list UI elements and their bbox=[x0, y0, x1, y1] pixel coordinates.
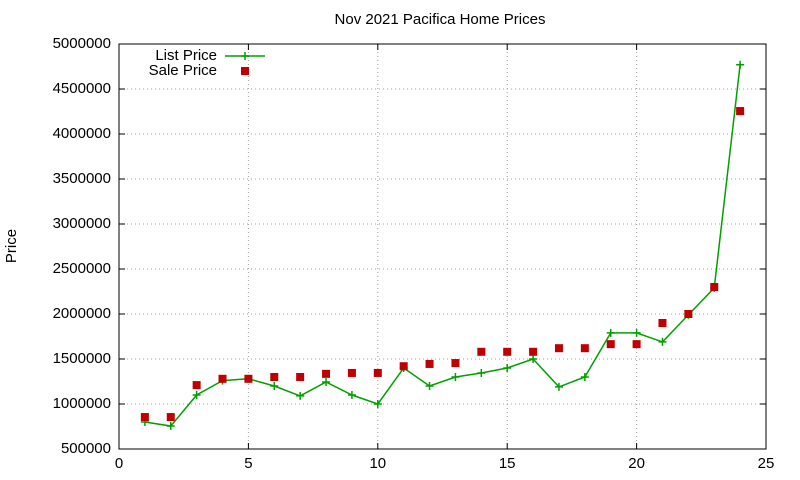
data-point bbox=[140, 413, 149, 422]
y-tick-label: 4500000 bbox=[53, 80, 111, 97]
data-point bbox=[166, 422, 175, 431]
data-point bbox=[296, 391, 305, 400]
data-point bbox=[296, 373, 305, 381]
data-point bbox=[477, 347, 486, 356]
data-point bbox=[554, 344, 563, 353]
x-tick-label: 0 bbox=[115, 455, 123, 472]
data-point bbox=[632, 328, 641, 337]
data-point bbox=[503, 364, 512, 372]
legend-label: List Price bbox=[155, 47, 217, 64]
data-point bbox=[451, 373, 460, 381]
series-line bbox=[144, 64, 741, 427]
x-tick-label: 10 bbox=[369, 455, 386, 472]
data-point bbox=[218, 374, 227, 383]
data-point bbox=[347, 368, 356, 377]
y-tick-label: 2000000 bbox=[53, 305, 111, 322]
data-point bbox=[684, 310, 693, 318]
y-tick-label: 3500000 bbox=[53, 170, 111, 187]
data-point bbox=[606, 328, 615, 337]
data-point bbox=[503, 347, 512, 356]
legend-label: Sale Price bbox=[149, 62, 217, 79]
data-point bbox=[322, 377, 331, 386]
data-point bbox=[244, 374, 253, 383]
y-tick-label: 1000000 bbox=[53, 395, 111, 412]
data-point bbox=[658, 319, 667, 327]
legend-marker bbox=[241, 52, 249, 60]
y-tick-label: 500000 bbox=[61, 440, 111, 457]
y-tick-label: 2500000 bbox=[53, 260, 111, 277]
data-point bbox=[192, 381, 201, 390]
data-point bbox=[529, 355, 538, 363]
data-point bbox=[451, 359, 460, 368]
data-point bbox=[270, 382, 279, 390]
data-point bbox=[736, 60, 745, 69]
data-point bbox=[425, 359, 434, 368]
data-point bbox=[192, 391, 201, 399]
data-point bbox=[270, 373, 279, 381]
x-tick-label: 5 bbox=[244, 455, 252, 472]
data-point bbox=[373, 368, 382, 377]
data-point bbox=[477, 368, 486, 377]
y-tick-label: 3000000 bbox=[53, 215, 111, 232]
data-point bbox=[736, 107, 745, 116]
data-point bbox=[554, 382, 563, 391]
data-point bbox=[632, 340, 641, 349]
data-point bbox=[580, 344, 589, 353]
x-tick-label: 15 bbox=[499, 455, 516, 472]
data-point bbox=[580, 373, 589, 381]
data-point bbox=[425, 382, 434, 390]
data-point bbox=[322, 369, 331, 378]
x-tick-label: 20 bbox=[628, 455, 645, 472]
data-point bbox=[658, 337, 667, 346]
y-tick-label: 4000000 bbox=[53, 125, 111, 142]
legend-marker bbox=[241, 67, 249, 75]
x-tick-label: 25 bbox=[758, 455, 775, 472]
data-point bbox=[529, 347, 538, 356]
plot-border bbox=[118, 43, 767, 450]
data-point bbox=[710, 283, 719, 291]
data-point bbox=[166, 413, 175, 422]
data-point bbox=[606, 340, 615, 349]
y-tick-label: 1500000 bbox=[53, 350, 111, 367]
y-tick-label: 5000000 bbox=[53, 35, 111, 52]
data-point bbox=[373, 400, 382, 408]
y-axis-label: Price bbox=[3, 229, 20, 263]
data-point bbox=[399, 362, 408, 371]
data-point bbox=[347, 391, 356, 399]
chart-title: Nov 2021 Pacifica Home Prices bbox=[335, 11, 546, 28]
